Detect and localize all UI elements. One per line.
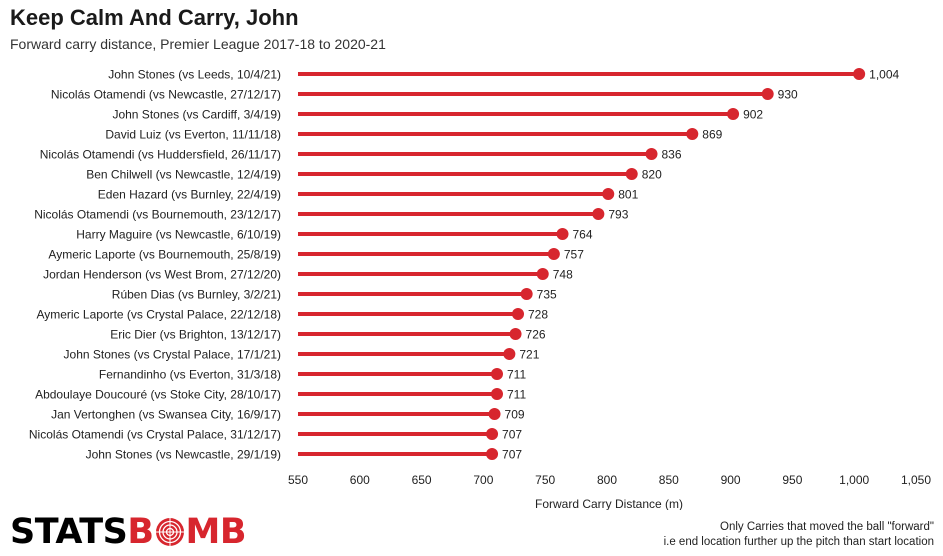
footnote-line-2: i.e end location further up the pitch th…: [663, 536, 934, 548]
logo-stats-text: STATS: [10, 512, 128, 552]
value-label: 721: [519, 348, 539, 362]
value-label: 1,004: [869, 68, 899, 82]
value-label: 709: [505, 408, 525, 422]
y-tick-label: Ben Chilwell (vs Newcastle, 12/4/19): [86, 168, 281, 182]
x-tick-label: 600: [350, 473, 370, 487]
lollipop-dot: [645, 148, 658, 160]
chart-title: Keep Calm And Carry, John: [10, 5, 299, 30]
y-tick-label: Nicolás Otamendi (vs Bournemouth, 23/12/…: [34, 208, 281, 222]
footnote: Only Carries that moved the ball "forwar…: [664, 520, 934, 550]
y-tick-label: Eric Dier (vs Brighton, 13/12/17): [110, 328, 281, 342]
y-tick-label: Aymeric Laporte (vs Bournemouth, 25/8/19…: [48, 248, 281, 262]
y-tick-label: Nicolás Otamendi (vs Crystal Palace, 31/…: [29, 428, 281, 442]
y-tick-label: Abdoulaye Doucouré (vs Stoke City, 28/10…: [35, 388, 281, 402]
x-tick-label: 850: [659, 473, 679, 487]
value-label: 728: [528, 308, 548, 322]
x-tick-label: 800: [597, 473, 617, 487]
y-tick-label: John Stones (vs Leeds, 10/4/21): [108, 68, 281, 82]
y-tick-label: Jan Vertonghen (vs Swansea City, 16/9/17…: [51, 408, 281, 422]
value-label: 902: [743, 108, 763, 122]
x-tick-label: 700: [473, 473, 493, 487]
value-label: 711: [507, 388, 526, 402]
y-tick-label: Jordan Henderson (vs West Brom, 27/12/20…: [43, 268, 281, 282]
y-tick-label: Rúben Dias (vs Burnley, 3/2/21): [112, 288, 281, 302]
y-tick-label: Nicolás Otamendi (vs Huddersfield, 26/11…: [40, 148, 281, 162]
logo-bomb-mb-text: MB: [185, 512, 247, 552]
lollipop-dot: [853, 68, 866, 80]
value-label: 820: [642, 168, 662, 182]
lollipop-chart: John Stones (vs Leeds, 10/4/21) 1,004 Nico…: [29, 68, 931, 511]
y-tick-label: John Stones (vs Cardiff, 3/4/19): [112, 108, 281, 122]
y-tick-label: David Luiz (vs Everton, 11/11/18): [105, 128, 281, 142]
value-label: 757: [564, 248, 584, 262]
lollipop-dot: [503, 348, 516, 360]
lollipop-dot: [547, 248, 560, 260]
logo-target-icon: [155, 516, 185, 556]
lollipop-dot: [625, 168, 638, 180]
lollipop-dot: [490, 368, 503, 380]
value-label: 930: [778, 88, 798, 102]
lollipop-dot: [520, 288, 533, 300]
lollipop-dot: [512, 308, 525, 320]
value-label: 869: [702, 128, 722, 142]
value-label: 707: [502, 448, 522, 462]
value-label: 726: [526, 328, 546, 342]
x-axis-label: Forward Carry Distance (m): [535, 497, 683, 510]
value-label: 836: [661, 148, 681, 162]
y-tick-label: Harry Maguire (vs Newcastle, 6/10/19): [76, 228, 281, 242]
lollipop-dot: [509, 328, 522, 340]
x-tick-label: 1,000: [839, 473, 869, 487]
footnote-line-1: Only Carries that moved the ball "forwar…: [720, 521, 934, 533]
value-label: 793: [608, 208, 628, 222]
x-tick-label: 650: [412, 473, 432, 487]
value-label: 748: [553, 268, 573, 282]
lollipop-dot: [592, 208, 605, 220]
lollipop-dot: [486, 428, 499, 440]
x-tick-label: 750: [535, 473, 555, 487]
value-label: 764: [573, 228, 593, 242]
y-tick-label: Fernandinho (vs Everton, 31/3/18): [99, 368, 281, 382]
x-tick-label: 900: [721, 473, 741, 487]
logo-bomb-b-text: B: [127, 512, 154, 552]
lollipop-dot: [727, 108, 740, 120]
y-tick-label: John Stones (vs Newcastle, 29/1/19): [86, 448, 281, 462]
lollipop-dot: [556, 228, 569, 240]
x-tick-label: 1,050: [901, 473, 931, 487]
y-tick-label: Eden Hazard (vs Burnley, 22/4/19): [98, 188, 281, 202]
x-tick-label: 950: [782, 473, 802, 487]
lollipop-dot: [490, 388, 503, 400]
y-tick-label: Aymeric Laporte (vs Crystal Palace, 22/1…: [36, 308, 281, 322]
lollipop-dot: [488, 408, 501, 420]
lollipop-dot: [486, 448, 499, 460]
value-label: 735: [537, 288, 557, 302]
y-tick-label: John Stones (vs Crystal Palace, 17/1/21): [64, 348, 281, 362]
x-tick-label: 550: [288, 473, 308, 487]
value-label: 801: [618, 188, 638, 202]
lollipop-dot: [761, 88, 774, 100]
value-label: 707: [502, 428, 522, 442]
y-tick-label: Nicolás Otamendi (vs Newcastle, 27/12/17…: [51, 88, 281, 102]
lollipop-dot: [602, 188, 615, 200]
lollipop-dot: [686, 128, 699, 140]
value-label: 711: [507, 368, 526, 382]
statsbomb-logo: STATSB MB: [10, 512, 247, 556]
lollipop-dot: [536, 268, 549, 280]
chart-subtitle: Forward carry distance, Premier League 2…: [10, 36, 386, 52]
